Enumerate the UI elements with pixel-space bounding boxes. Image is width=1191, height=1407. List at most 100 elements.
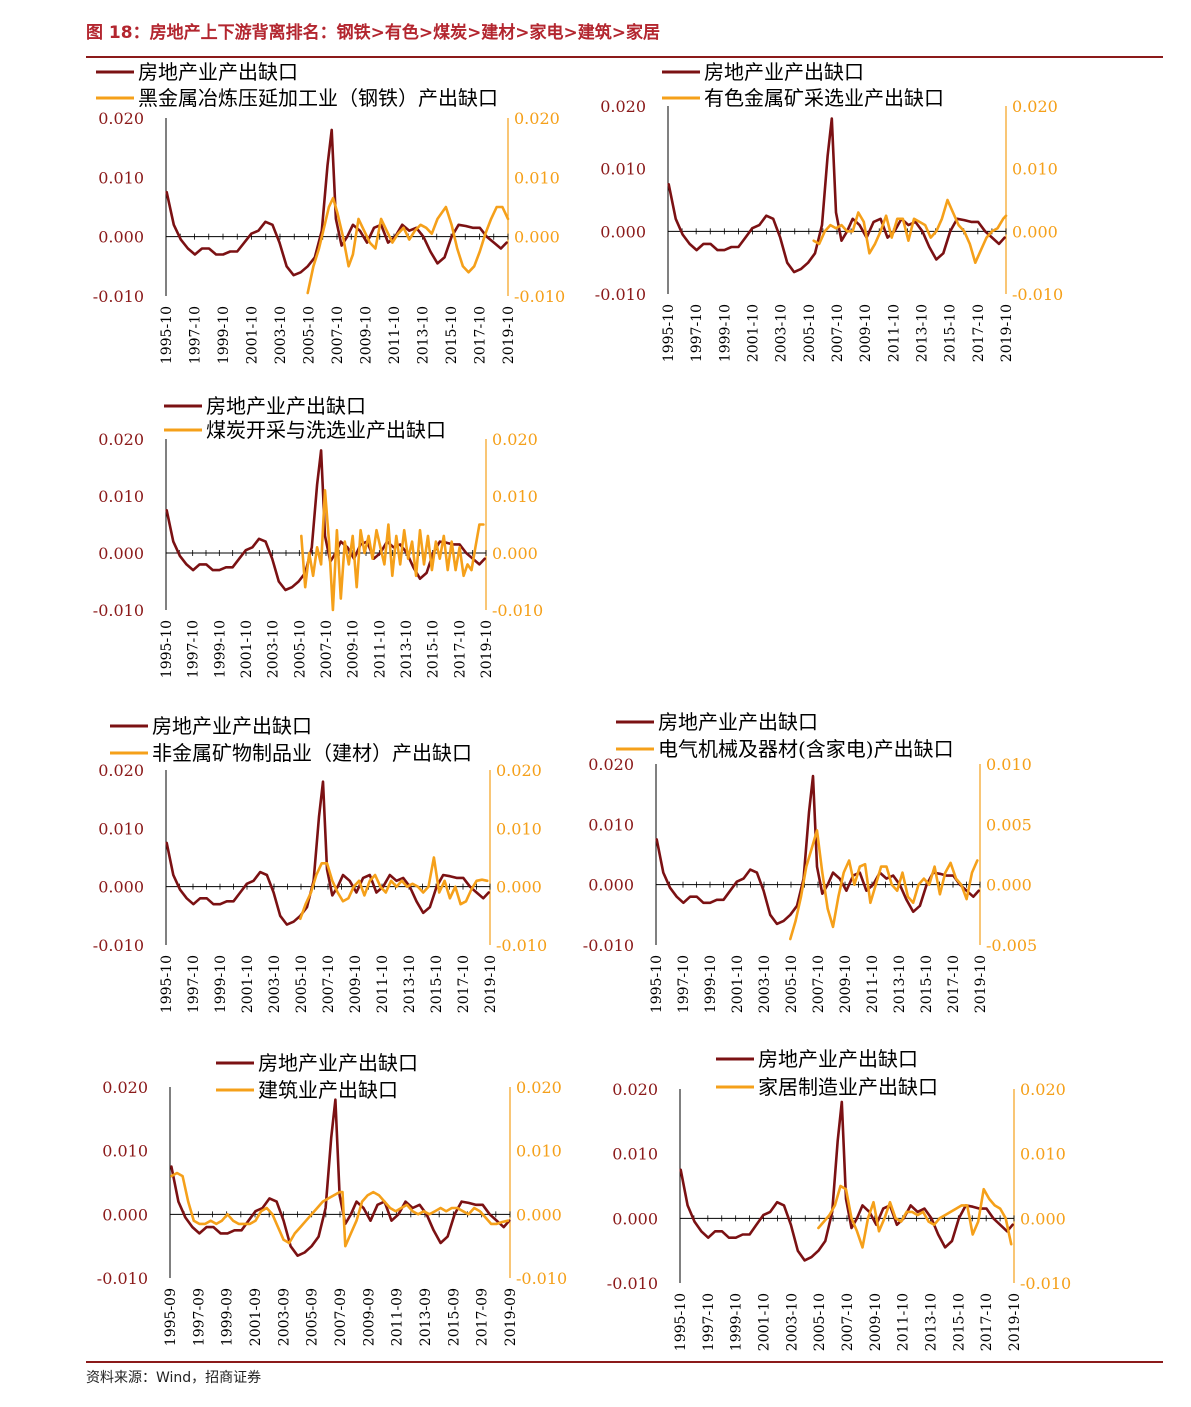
series-line-house	[679, 1100, 1014, 1262]
x-tick-label: 2005-10	[294, 955, 310, 1013]
y-left-tick-label: 0.020	[102, 1078, 148, 1097]
y-right-tick-label: 0.000	[516, 1205, 562, 1224]
x-tick-label: 2011-10	[372, 620, 388, 678]
y-right-tick-label: 0.000	[1020, 1209, 1066, 1228]
chart-construction: 0.020 0.010 0.000 -0.010 0.020 0.010 0.000 -0.0…	[97, 1051, 567, 1346]
x-tick-label: 1995-10	[661, 304, 677, 362]
y-right-tick-label: 0.010	[514, 168, 560, 187]
x-tick-label: 2003-10	[757, 955, 773, 1013]
x-tick-label: 2011-10	[865, 955, 881, 1013]
legend-label: 房地产业产出缺口	[138, 60, 298, 84]
y-right-tick-label: 0.000	[986, 876, 1032, 895]
chart-building-materials: 0.020 0.010 0.000 -0.010 0.020 0.010 0.000 -0.0…	[93, 714, 547, 1013]
x-tick-label: 2017-09	[475, 1288, 491, 1346]
x-tick-label: 1995-10	[649, 955, 665, 1013]
x-tick-label: 1995-10	[159, 955, 175, 1013]
x-tick-label: 2011-10	[886, 304, 902, 362]
y-right-tick-label: 0.005	[986, 815, 1032, 834]
x-tick-label: 2009-09	[361, 1288, 377, 1346]
legend-label: 房地产业产出缺口	[206, 394, 366, 418]
x-tick-label: 2013-10	[892, 955, 908, 1013]
x-tick-label: 2001-10	[240, 955, 256, 1013]
x-tick-label: 2007-09	[333, 1288, 349, 1346]
x-tick-label: 2011-10	[375, 955, 391, 1013]
series-line-industry	[170, 1171, 510, 1248]
x-tick-label: 2013-10	[399, 620, 415, 678]
y-right-tick-label: 0.000	[492, 544, 538, 563]
y-right-tick-label: 0.020	[492, 430, 538, 449]
y-left-tick-label: -0.010	[595, 285, 646, 304]
x-tick-label: 2005-10	[302, 306, 318, 364]
figure-source: 资料来源：Wind，招商证券	[86, 1370, 262, 1386]
y-right-tick-label: -0.010	[496, 936, 547, 955]
x-tick-label: 2013-10	[915, 304, 931, 362]
x-tick-label: 1999-10	[703, 955, 719, 1013]
x-tick-label: 2009-10	[858, 304, 874, 362]
chart-home-furnishing: 0.020 0.010 0.000 -0.010 0.020 0.010 0.000 -0.0…	[607, 1047, 1071, 1351]
x-tick-label: 2009-10	[838, 955, 854, 1013]
x-tick-label: 2013-10	[924, 1293, 940, 1351]
x-tick-label: 2005-09	[305, 1288, 321, 1346]
x-tick-label: 2009-10	[359, 306, 375, 364]
x-tick-label: 2017-10	[452, 620, 468, 678]
x-tick-label: 2015-09	[446, 1288, 462, 1346]
x-tick-label: 2013-10	[416, 306, 432, 364]
y-left-tick-label: 0.010	[600, 160, 646, 179]
x-tick-label: 2019-10	[999, 304, 1015, 362]
legend-label: 房地产业产出缺口	[152, 714, 312, 738]
y-right-tick-label: 0.000	[514, 228, 560, 247]
legend-label: 房地产业产出缺口	[758, 1047, 918, 1071]
x-tick-label: 2003-10	[267, 955, 283, 1013]
x-tick-label: 2003-10	[266, 620, 282, 678]
y-left-tick-label: 0.000	[98, 878, 144, 897]
x-tick-label: 1995-09	[163, 1288, 179, 1346]
y-left-tick-label: 0.010	[98, 819, 144, 838]
x-tick-label: 1997-10	[689, 304, 705, 362]
legend-label: 电气机械及器材(含家电)产出缺口	[658, 737, 954, 761]
legend-label: 有色金属矿采选业产出缺口	[704, 86, 944, 110]
x-tick-label: 1997-09	[191, 1288, 207, 1346]
y-left-tick-label: 0.000	[98, 544, 144, 563]
series-line-house	[170, 1098, 511, 1257]
x-tick-label: 2005-10	[812, 1293, 828, 1351]
x-tick-label: 2019-09	[503, 1288, 519, 1346]
x-tick-label: 2015-10	[951, 1293, 967, 1351]
y-left-tick-label: -0.010	[97, 1269, 148, 1288]
legend-label: 非金属矿物制品业（建材）产出缺口	[152, 741, 472, 765]
x-tick-label: 2003-09	[276, 1288, 292, 1346]
y-left-tick-label: 0.000	[600, 222, 646, 241]
y-right-tick-label: 0.010	[496, 819, 542, 838]
legend-label: 房地产业产出缺口	[704, 60, 864, 84]
y-left-tick-label: 0.010	[588, 815, 634, 834]
bottom-rule	[86, 1361, 1163, 1363]
x-tick-label: 2017-10	[473, 306, 489, 364]
x-tick-label: 2001-10	[245, 306, 261, 364]
legend-label: 房地产业产出缺口	[658, 710, 818, 734]
series-line-industry	[789, 829, 979, 941]
y-left-tick-label: -0.010	[607, 1274, 658, 1293]
x-tick-label: 2019-10	[479, 620, 495, 678]
series-line-industry	[300, 489, 485, 612]
y-right-tick-label: -0.010	[492, 601, 543, 620]
x-tick-label: 2007-10	[319, 620, 335, 678]
x-tick-label: 2015-10	[429, 955, 445, 1013]
x-tick-label: 2001-10	[239, 620, 255, 678]
legend-label: 房地产业产出缺口	[258, 1051, 418, 1075]
x-tick-label: 2019-10	[501, 306, 517, 364]
series-line-industry	[817, 1184, 1013, 1249]
series-line-house	[165, 449, 487, 592]
x-tick-label: 2017-10	[946, 955, 962, 1013]
x-tick-label: 2011-10	[387, 306, 403, 364]
y-left-tick-label: 0.000	[98, 228, 144, 247]
x-tick-label: 2007-10	[330, 306, 346, 364]
x-tick-label: 2017-10	[971, 304, 987, 362]
chart-appliances: 0.020 0.010 0.000 -0.010 0.010 0.005 0.000 -0.0…	[583, 710, 1037, 1013]
y-left-tick-label: 0.010	[102, 1142, 148, 1161]
y-left-tick-label: -0.010	[93, 601, 144, 620]
x-tick-label: 2011-09	[390, 1288, 406, 1346]
x-tick-label: 2003-10	[784, 1293, 800, 1351]
x-tick-label: 2007-10	[811, 955, 827, 1013]
y-left-tick-label: 0.020	[612, 1080, 658, 1099]
x-tick-label: 1999-10	[212, 620, 228, 678]
series-line-house	[165, 780, 491, 926]
